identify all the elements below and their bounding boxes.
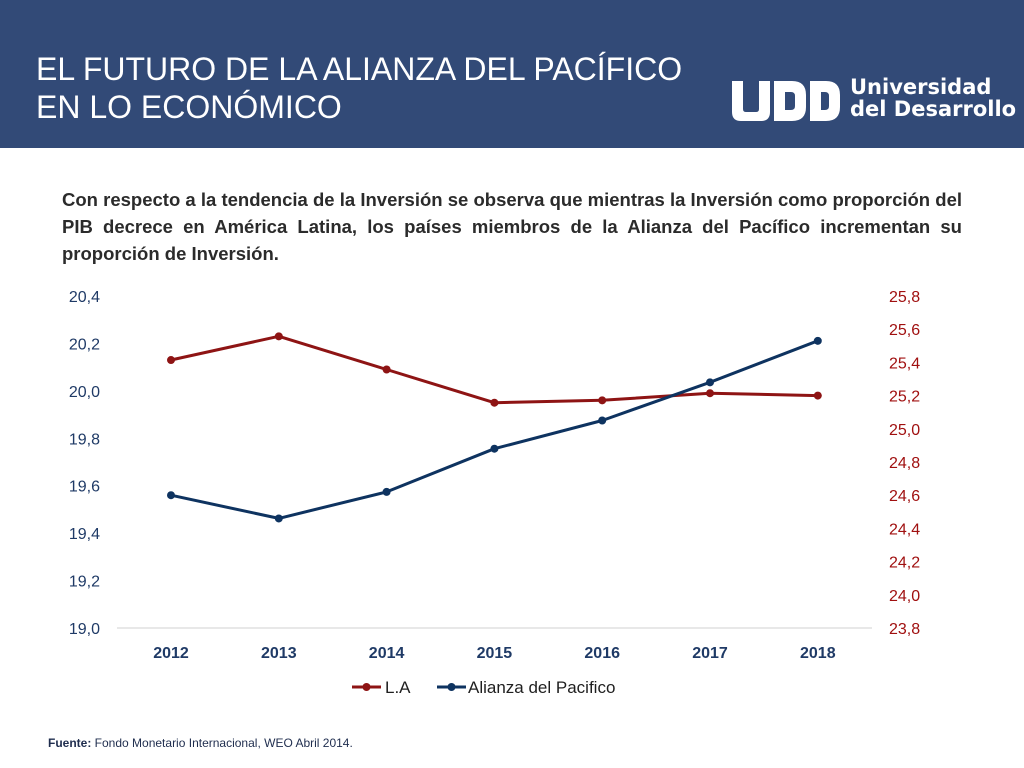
y-right-tick-label: 23,8 [889, 621, 920, 638]
series-line-la [169, 334, 820, 405]
legend-swatch-marker-la [362, 683, 371, 691]
legend-label-alianza: Alianza del Pacifico [468, 678, 615, 697]
data-point-alianza [813, 336, 822, 345]
y-left-tick-label: 19,4 [69, 526, 100, 543]
source-label: Fuente: [48, 736, 92, 750]
y-right-tick-label: 25,8 [889, 289, 920, 306]
data-point-la [706, 389, 714, 398]
y-right-tick-label: 25,6 [889, 322, 920, 339]
y-right-tick-label: 24,0 [889, 588, 920, 605]
y-right-tick-label: 25,2 [889, 389, 920, 406]
legend-label-la: L.A [385, 678, 411, 697]
data-point-alianza [490, 444, 499, 453]
y-right-tick-label: 24,4 [889, 521, 920, 538]
series-line-alianza [169, 339, 820, 520]
y-left-tick-label: 19,6 [69, 479, 100, 496]
data-point-alianza [706, 378, 714, 387]
y-left-tick-label: 19,8 [69, 431, 100, 448]
y-left-tick-label: 20,4 [69, 289, 100, 306]
data-point-la [813, 391, 822, 400]
y-right-tick-label: 24,8 [889, 455, 920, 472]
y-left-tick-label: 20,2 [69, 336, 100, 353]
data-point-alianza [598, 416, 607, 425]
udd-logo-wordmark: Universidad del Desarrollo [850, 76, 1016, 120]
x-tick-label: 2013 [261, 645, 297, 662]
investment-line-chart: 19,0 19,2 19,4 19,6 19,8 20,0 20,2 20,4 23,8 24,0… [69, 289, 920, 697]
x-tick-label: 2014 [369, 645, 405, 662]
source-note: Fuente: Fondo Monetario Internacional, W… [48, 736, 353, 750]
x-tick-label: 2015 [477, 645, 513, 662]
y-right-tick-label: 25,0 [889, 422, 920, 439]
y-right-tick-label: 25,4 [889, 355, 920, 372]
x-tick-label: 2018 [800, 645, 836, 662]
y-right-tick-label: 24,6 [889, 488, 920, 505]
legend-swatch-marker-alianza [447, 683, 456, 691]
data-point-la [274, 332, 283, 341]
y-left-tick-label: 20,0 [69, 384, 100, 401]
data-point-la [167, 356, 175, 365]
header-banner: EL FUTURO DE LA ALIANZA DEL PACÍFICO EN … [0, 0, 1024, 148]
data-point-alianza [274, 514, 283, 523]
slide-title-line-2: EN LO ECONÓMICO [36, 89, 342, 125]
data-point-alianza [382, 487, 391, 496]
data-point-alianza [167, 491, 175, 500]
x-tick-label: 2016 [584, 645, 620, 662]
slide-title: EL FUTURO DE LA ALIANZA DEL PACÍFICO EN … [36, 50, 682, 126]
slide-title-line-1: EL FUTURO DE LA ALIANZA DEL PACÍFICO [36, 51, 683, 87]
udd-logo-line-2: del Desarrollo [850, 97, 1017, 121]
intro-paragraph: Con respecto a la tendencia de la Invers… [62, 189, 962, 264]
y-right-tick-label: 24,2 [889, 555, 920, 572]
data-point-la [382, 365, 391, 374]
udd-logo: Universidad del Desarrollo [730, 76, 1016, 126]
x-tick-label: 2012 [153, 645, 189, 662]
y-left-tick-label: 19,2 [69, 574, 100, 591]
udd-logo-line-1: Universidad [850, 75, 992, 99]
data-point-la [598, 396, 607, 405]
udd-logo-mark [732, 81, 840, 121]
y-left-tick-label: 19,0 [69, 621, 100, 638]
data-point-la [490, 398, 499, 407]
source-text: Fondo Monetario Internacional, WEO Abril… [91, 736, 353, 750]
x-tick-label: 2017 [692, 645, 728, 662]
